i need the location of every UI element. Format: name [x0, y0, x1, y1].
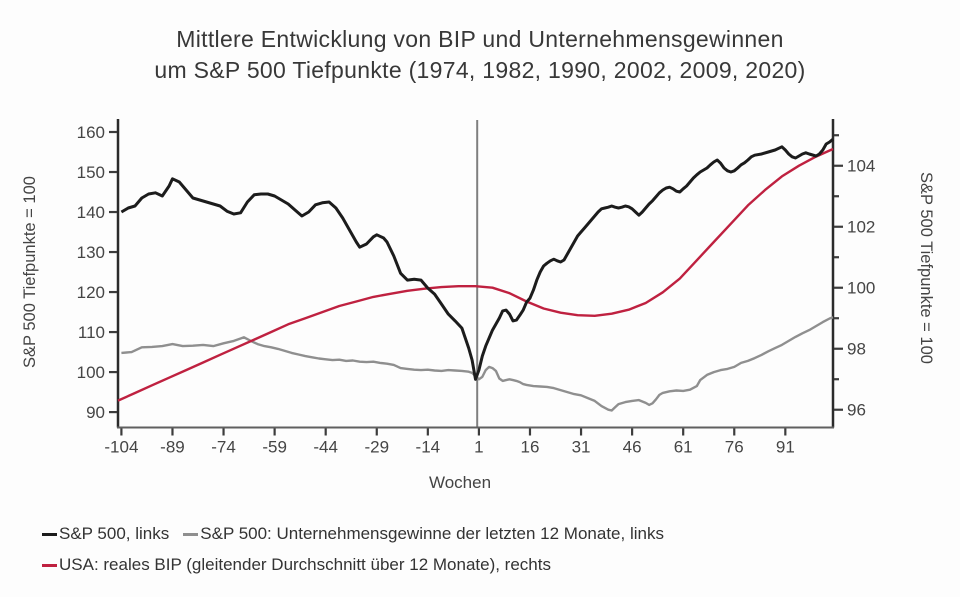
tick-label: 130 [77, 243, 105, 262]
bip-series-line [117, 147, 834, 402]
legend-label-sp500: S&P 500, links [59, 524, 170, 543]
tick-label: -74 [211, 438, 236, 457]
tick-label: 31 [572, 438, 591, 457]
tick-label: 16 [521, 438, 540, 457]
legend-label-bip: USA: reales BIP (gleitender Durchschnitt… [59, 555, 551, 574]
chart-title-line2: um S&P 500 Tiefpunkte (1974, 1982, 1990,… [154, 57, 806, 83]
tick-label: 90 [86, 403, 105, 422]
tick-label: -59 [262, 438, 287, 457]
gray-line-swatch-icon [183, 532, 199, 536]
left-axis-title: S&P 500 Tiefpunkte = 100 [21, 176, 39, 368]
right-axis-title: S&P 500 Tiefpunkte = 100 [917, 172, 935, 364]
red-line-swatch-icon [42, 563, 57, 567]
tick-label: 104 [847, 157, 875, 176]
tick-label: 98 [847, 340, 866, 359]
legend-item-profits: S&P 500: Unternehmensgewinne der letzten… [183, 524, 664, 544]
tick-label: 1 [474, 438, 483, 457]
legend-row-1: S&P 500, links S&P 500: Unternehmensgewi… [42, 524, 678, 544]
tick-label: 46 [623, 438, 642, 457]
legend-row-2: USA: reales BIP (gleitender Durchschnitt… [42, 555, 678, 575]
tick-label: -104 [104, 438, 138, 457]
tick-label: -29 [364, 438, 389, 457]
x-axis-title: Wochen [428, 473, 492, 492]
legend-item-sp500: S&P 500, links [42, 524, 169, 544]
tick-label: 102 [847, 218, 875, 237]
tick-label: 120 [77, 283, 105, 302]
profits-series-line [121, 316, 834, 412]
tick-label: 100 [77, 363, 105, 382]
tick-label: 140 [77, 203, 105, 222]
legend-label-profits: S&P 500: Unternehmensgewinne der letzten… [200, 524, 664, 543]
chart-title: Mittlere Entwicklung von BIP und Unterne… [0, 24, 960, 86]
tick-label: 110 [78, 323, 105, 342]
tick-label: 96 [847, 401, 866, 420]
chart-legend: S&P 500, links S&P 500: Unternehmensgewi… [42, 524, 678, 586]
tick-label: 76 [725, 438, 744, 457]
tick-label: 160 [77, 123, 105, 142]
legend-item-bip: USA: reales BIP (gleitender Durchschnitt… [42, 555, 551, 575]
tick-label: -44 [313, 438, 338, 457]
tick-label: 61 [674, 438, 693, 457]
tick-label: -14 [416, 438, 441, 457]
tick-label: 100 [847, 279, 875, 298]
sp500-series-line [120, 138, 834, 381]
tick-label: -89 [160, 438, 185, 457]
tick-label: 150 [77, 163, 105, 182]
black-line-swatch-icon [42, 532, 57, 536]
chart-title-line1: Mittlere Entwicklung von BIP und Unterne… [176, 26, 784, 52]
tick-label: 91 [776, 438, 795, 457]
